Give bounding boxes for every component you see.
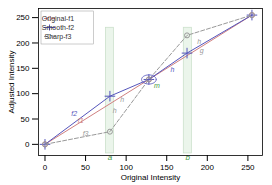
- svg-text:h: h: [170, 66, 174, 73]
- svg-text:200: 200: [16, 39, 30, 48]
- svg-text:0: 0: [25, 140, 30, 149]
- svg-text:Adjusted Intensity: Adjusted Intensity: [7, 50, 16, 113]
- svg-text:150: 150: [16, 64, 30, 73]
- svg-text:Sharp-f3: Sharp-f3: [45, 33, 72, 41]
- svg-text:Original-f1: Original-f1: [42, 15, 74, 23]
- svg-text:h: h: [197, 38, 201, 45]
- svg-text:100: 100: [119, 163, 133, 172]
- svg-text:50: 50: [21, 115, 30, 124]
- svg-text:f1: f1: [78, 117, 84, 124]
- svg-text:f2: f2: [71, 110, 77, 117]
- svg-text:100: 100: [16, 89, 30, 98]
- svg-text:a: a: [108, 153, 113, 162]
- svg-text:g: g: [200, 47, 204, 55]
- svg-text:50: 50: [81, 163, 90, 172]
- svg-text:150: 150: [160, 163, 174, 172]
- svg-text:h: h: [113, 107, 117, 114]
- svg-text:250: 250: [16, 13, 30, 22]
- svg-text:f3: f3: [83, 130, 89, 137]
- svg-text:250: 250: [241, 163, 255, 172]
- svg-text:m: m: [154, 82, 160, 89]
- svg-text:Original Intensity: Original Intensity: [121, 173, 181, 182]
- svg-text:200: 200: [201, 163, 215, 172]
- svg-text:b: b: [186, 153, 191, 162]
- svg-text:Smooth-f2: Smooth-f2: [42, 24, 74, 31]
- svg-text:h: h: [120, 96, 124, 103]
- svg-text:0: 0: [43, 163, 48, 172]
